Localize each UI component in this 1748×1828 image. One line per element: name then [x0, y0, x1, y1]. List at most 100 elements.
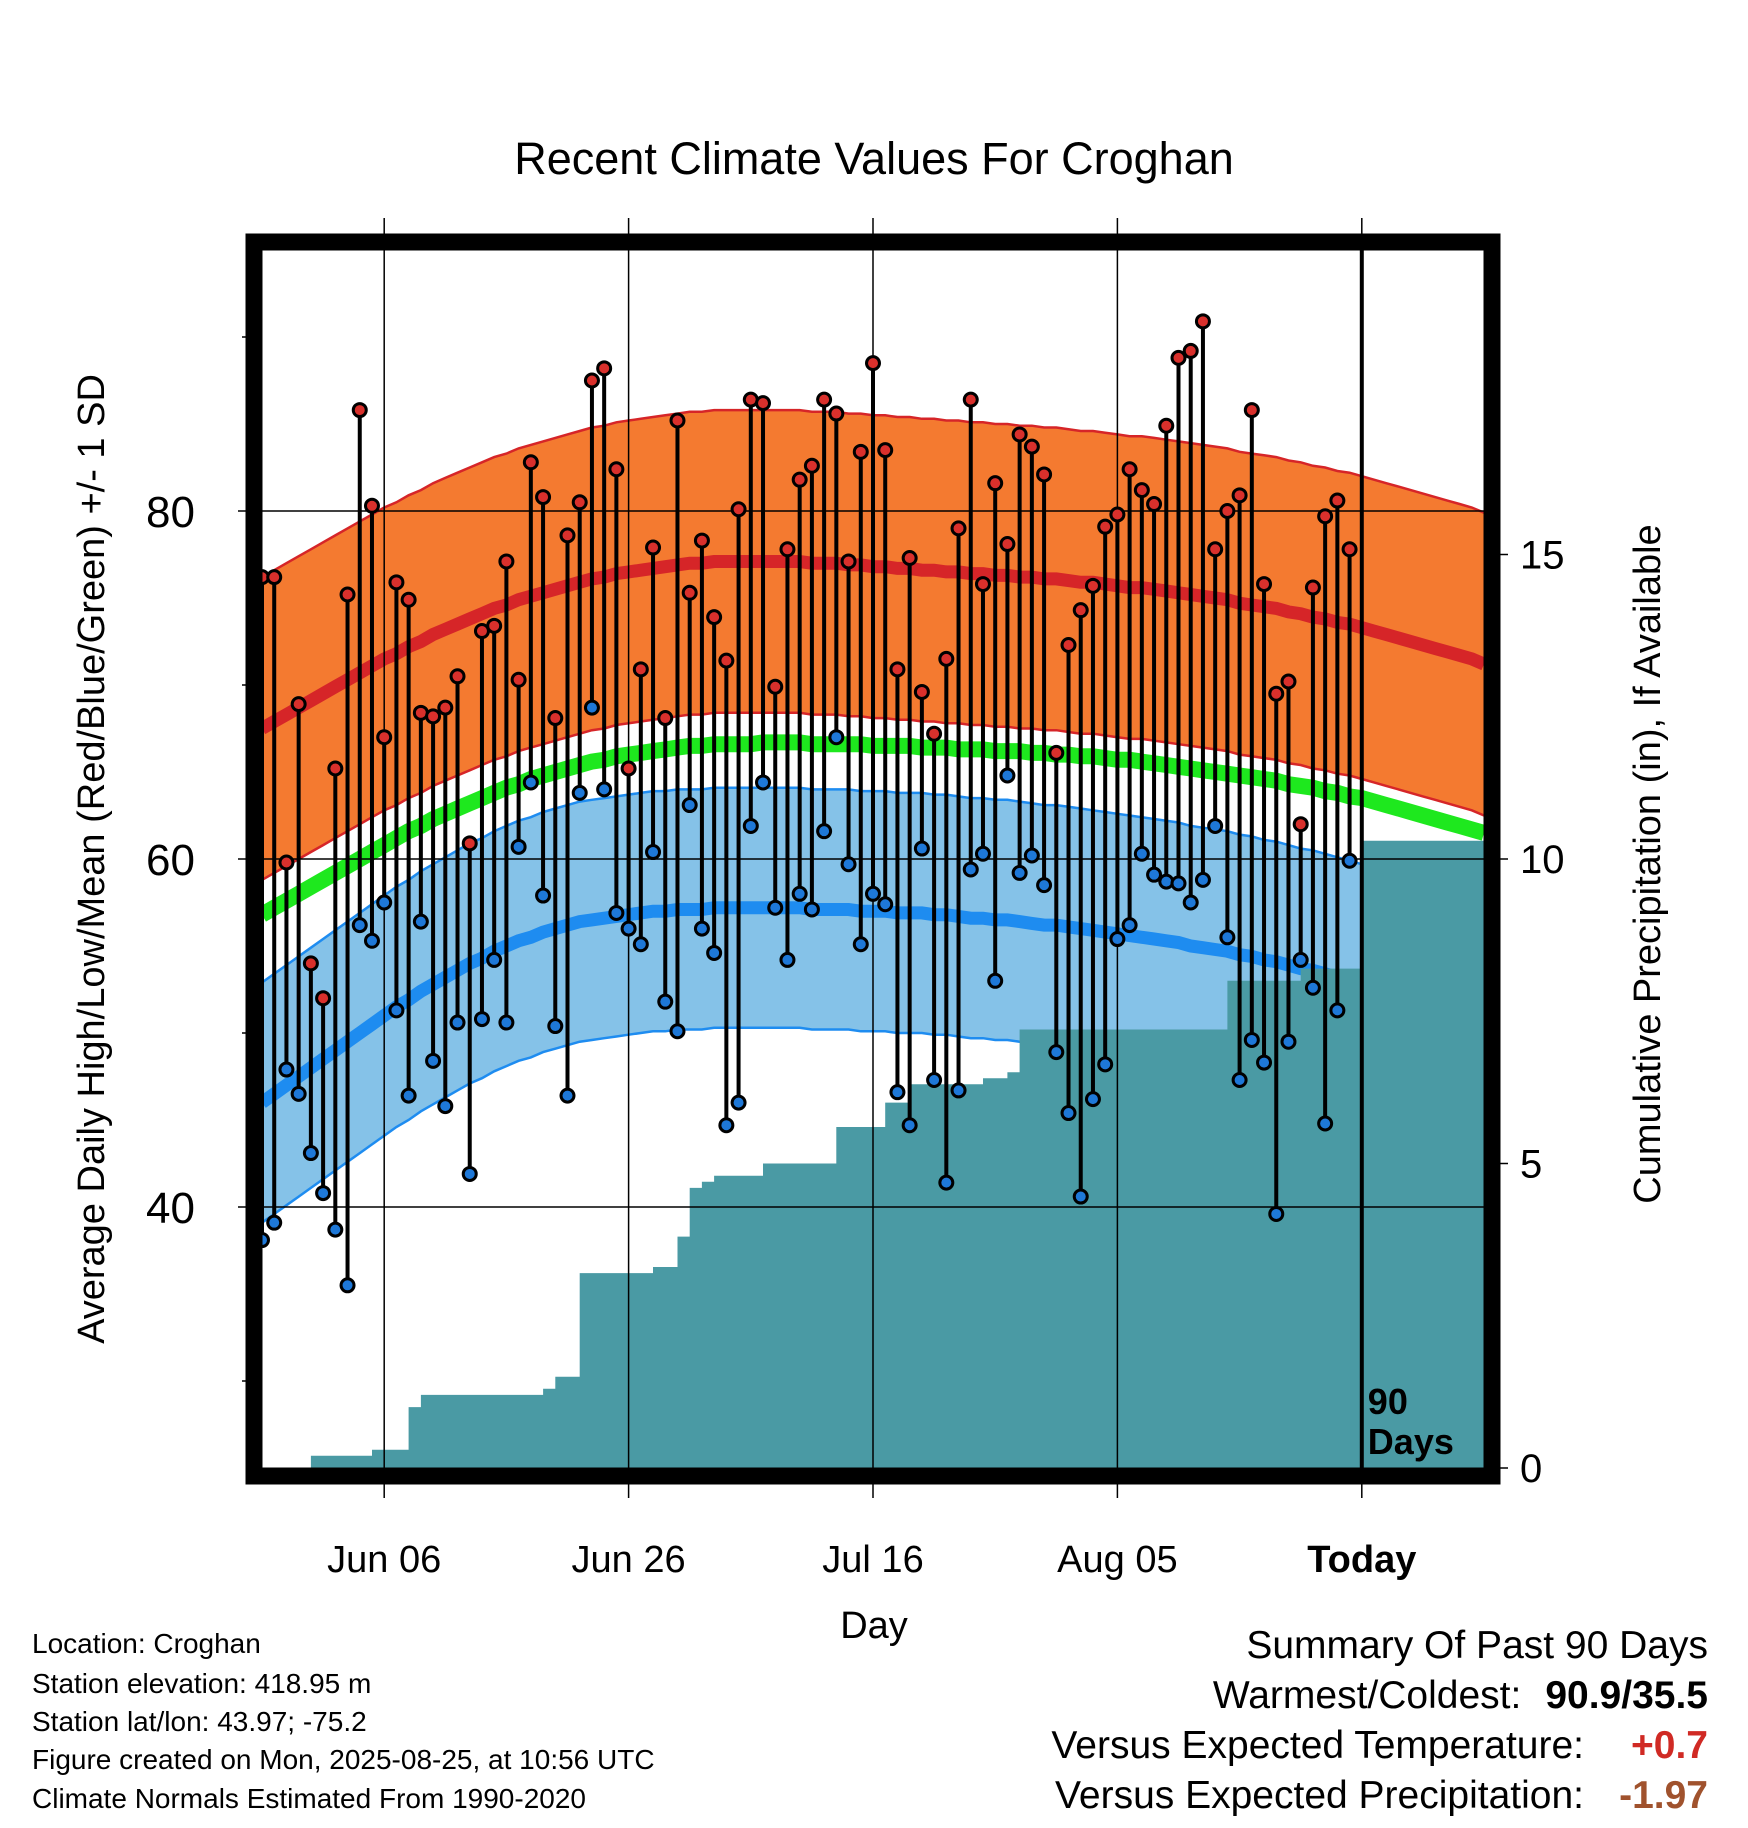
obs-high-point	[962, 391, 979, 408]
temp-value: +0.7	[1631, 1724, 1708, 1767]
obs-low-point	[1280, 1033, 1297, 1050]
obs-high-point	[290, 696, 307, 713]
obs-high-point	[1194, 313, 1211, 330]
obs-high-point	[1084, 577, 1101, 594]
obs-low-point	[1023, 847, 1040, 864]
obs-low-point	[266, 1214, 283, 1231]
warmest-label: Warmest/Coldest:	[1212, 1674, 1522, 1717]
obs-low-point	[645, 844, 662, 861]
obs-high-point	[767, 678, 784, 695]
obs-high-point	[1268, 685, 1285, 702]
obs-low-point	[755, 774, 772, 791]
obs-low-point	[901, 1117, 918, 1134]
x-tick-label: Aug 05	[1057, 1539, 1177, 1581]
obs-high-point	[803, 457, 820, 474]
obs-high-point	[974, 576, 991, 593]
summary-warmest: Warmest/Coldest: 90.9/35.5	[1213, 1674, 1708, 1718]
obs-high-point	[339, 586, 356, 603]
obs-low-point	[962, 861, 979, 878]
summary-precip: Versus Expected Precipitation: -1.97	[1055, 1774, 1708, 1818]
obs-low-point	[938, 1174, 955, 1191]
obs-low-point	[1304, 979, 1321, 996]
obs-low-point	[583, 699, 600, 716]
obs-low-point	[865, 885, 881, 902]
x-axis-label: Day	[840, 1605, 908, 1647]
created-text: Figure created on Mon, 2025-08-25, at 10…	[32, 1744, 655, 1775]
obs-low-point	[1084, 1091, 1101, 1108]
obs-low-point	[730, 1094, 747, 1111]
obs-low-point	[278, 1061, 295, 1078]
x-tick-label: Jun 06	[327, 1539, 441, 1581]
obs-high-point	[1023, 438, 1040, 455]
obs-high-point	[816, 391, 833, 408]
obs-low-point	[1317, 1115, 1334, 1132]
obs-high-point	[461, 835, 478, 852]
obs-low-point	[1231, 1071, 1248, 1088]
obs-high-point	[1133, 482, 1150, 499]
obs-high-point	[681, 584, 698, 601]
obs-low-point	[1011, 864, 1028, 881]
normals-text: Climate Normals Estimated From 1990-2020	[32, 1783, 586, 1814]
obs-low-point	[535, 887, 552, 904]
obs-high-point	[608, 461, 625, 478]
obs-high-point	[926, 725, 943, 742]
obs-high-point	[620, 760, 637, 777]
obs-low-point	[681, 797, 698, 814]
obs-low-point	[608, 904, 625, 921]
y-tick-label: 80	[146, 488, 195, 537]
obs-low-point	[498, 1014, 515, 1031]
elevation-text: Station elevation: 418.95 m	[32, 1668, 372, 1699]
obs-low-point	[486, 951, 503, 968]
obs-high-point	[1121, 461, 1138, 478]
obs-low-point	[987, 972, 1004, 989]
obs-high-point	[645, 539, 662, 556]
y-axis-label: Average Daily High/Low/Mean (Red/Blue/Gr…	[71, 374, 113, 1344]
obs-low-point	[1048, 1044, 1065, 1061]
obs-high-point	[1109, 506, 1126, 523]
obs-low-point	[461, 1165, 478, 1182]
obs-low-point	[388, 1002, 405, 1019]
obs-high-point	[669, 412, 686, 429]
obs-low-point	[1207, 817, 1224, 834]
obs-low-point	[889, 1084, 906, 1101]
summary-heading: Summary Of Past 90 Days	[1246, 1624, 1708, 1667]
obs-high-point	[791, 471, 808, 488]
location-text: Location: Croghan	[32, 1628, 261, 1659]
obs-high-point	[693, 532, 710, 549]
obs-low-point	[1170, 875, 1187, 892]
obs-high-point	[1097, 518, 1114, 535]
obs-low-point	[779, 951, 796, 968]
y2-tick-label: 0	[1520, 1447, 1542, 1491]
obs-low-point	[1292, 951, 1309, 968]
obs-high-point	[1243, 402, 1260, 419]
obs-low-point	[1194, 871, 1211, 888]
obs-high-point	[1304, 579, 1321, 596]
obs-low-point	[828, 729, 845, 746]
obs-high-point	[315, 990, 332, 1007]
obs-high-point	[1011, 426, 1028, 443]
obs-high-point	[571, 494, 588, 511]
obs-high-point	[266, 569, 283, 586]
obs-high-point	[363, 497, 380, 514]
obs-high-point	[559, 527, 576, 544]
obs-low-point	[718, 1117, 735, 1134]
obs-low-point	[1072, 1188, 1089, 1205]
obs-high-point	[999, 536, 1016, 553]
obs-low-point	[1329, 1002, 1346, 1019]
latlon-text: Station lat/lon: 43.97; -75.2	[32, 1706, 367, 1737]
obs-high-point	[840, 553, 857, 570]
obs-low-point	[693, 920, 710, 937]
y2-tick-label: 5	[1520, 1143, 1542, 1187]
obs-high-point	[1158, 417, 1175, 434]
obs-low-point	[950, 1082, 967, 1099]
obs-high-point	[1317, 508, 1334, 525]
obs-low-point	[840, 856, 857, 873]
obs-low-point	[974, 845, 991, 862]
obs-high-point	[852, 443, 869, 460]
today-annotation-line1: 90	[1368, 1381, 1408, 1422]
obs-low-point	[1146, 866, 1163, 883]
obs-low-point	[926, 1071, 943, 1088]
obs-low-point	[376, 894, 393, 911]
obs-low-point	[547, 1018, 564, 1035]
temp-label: Versus Expected Temperature:	[1051, 1724, 1584, 1767]
